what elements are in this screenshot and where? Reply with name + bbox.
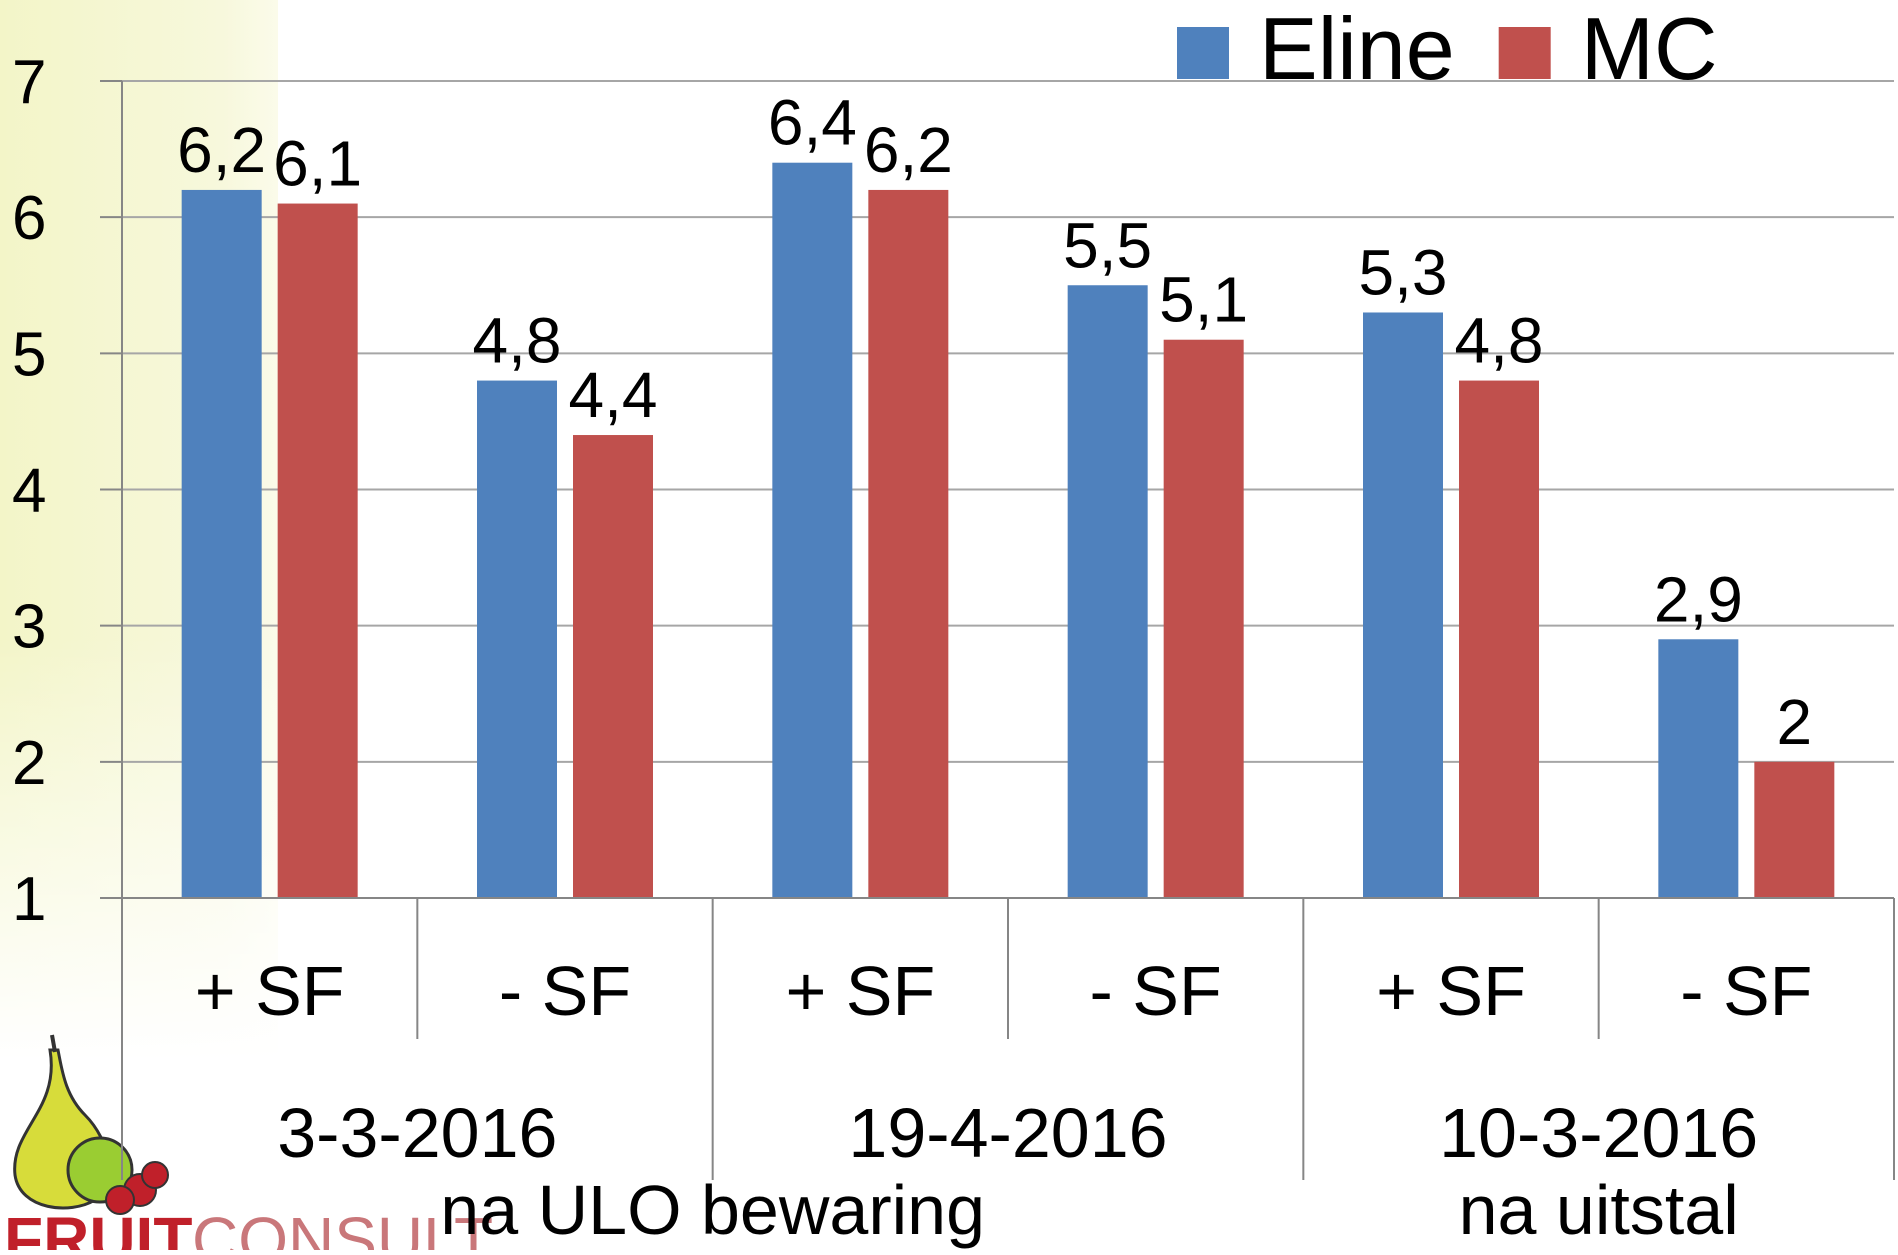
bar bbox=[477, 380, 557, 899]
x-tick-label: - SF bbox=[1680, 952, 1812, 1030]
bar bbox=[1658, 639, 1739, 898]
bar bbox=[277, 203, 358, 899]
bar bbox=[1754, 761, 1835, 898]
legend-swatch bbox=[1177, 27, 1229, 79]
legend-label: Eline bbox=[1259, 0, 1455, 98]
y-tick-label: 5 bbox=[12, 320, 46, 389]
bar bbox=[181, 189, 262, 898]
logo-text: CONSULT bbox=[192, 1204, 493, 1250]
bar bbox=[1067, 285, 1148, 898]
value-label: 5,3 bbox=[1359, 236, 1448, 308]
legend-swatch bbox=[1498, 27, 1551, 79]
value-label: 4,8 bbox=[1455, 305, 1544, 377]
y-tick-label: 1 bbox=[12, 865, 46, 934]
value-label: 5,5 bbox=[1063, 209, 1152, 281]
value-label: 6,4 bbox=[768, 87, 857, 159]
x-tick-label: + SF bbox=[1376, 952, 1526, 1030]
value-label: 6,1 bbox=[273, 128, 362, 200]
value-label: 5,1 bbox=[1159, 264, 1248, 336]
x-tick-label: - SF bbox=[1090, 952, 1222, 1030]
legend-label: MC bbox=[1581, 0, 1718, 98]
logo-text: FRUIT bbox=[4, 1204, 192, 1250]
value-label: 4,4 bbox=[569, 359, 658, 431]
y-tick-label: 4 bbox=[12, 457, 46, 526]
value-label: 6,2 bbox=[177, 114, 266, 186]
y-tick-label: 6 bbox=[12, 184, 46, 253]
value-label: 6,2 bbox=[864, 114, 953, 186]
group-label: 3-3-2016 bbox=[277, 1094, 557, 1172]
x-tick-label: - SF bbox=[499, 952, 631, 1030]
group-note: na uitstal bbox=[1459, 1171, 1739, 1249]
value-label: 4,8 bbox=[473, 305, 562, 377]
bar bbox=[772, 162, 853, 898]
group-label: 19-4-2016 bbox=[848, 1094, 1167, 1172]
bar bbox=[573, 435, 653, 898]
bar bbox=[1163, 339, 1244, 898]
y-tick-label: 7 bbox=[12, 48, 46, 117]
bar bbox=[1363, 312, 1443, 898]
value-label: 2,9 bbox=[1654, 563, 1743, 635]
y-tick-label: 2 bbox=[12, 729, 46, 798]
bar bbox=[868, 189, 949, 898]
group-label: 10-3-2016 bbox=[1439, 1094, 1758, 1172]
y-tick-label: 3 bbox=[12, 593, 46, 662]
x-tick-label: + SF bbox=[195, 952, 345, 1030]
x-tick-label: + SF bbox=[785, 952, 935, 1030]
value-label: 2 bbox=[1777, 686, 1813, 758]
group-note: na ULO bewaring bbox=[440, 1171, 985, 1249]
logo-art bbox=[13, 1034, 169, 1215]
bar bbox=[1459, 380, 1539, 899]
